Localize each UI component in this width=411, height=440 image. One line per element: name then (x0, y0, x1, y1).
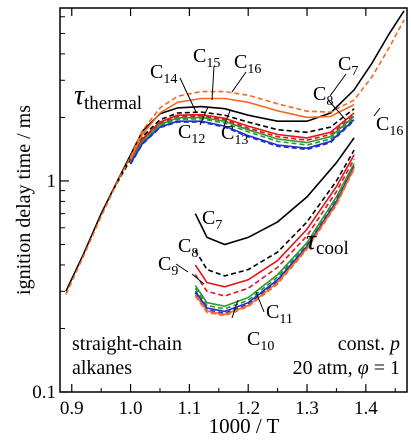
curve-label-c8: C8 (178, 235, 198, 261)
series-c12-cool (194, 164, 355, 310)
series-c10-cool (194, 158, 355, 297)
series-c10-thermal (129, 114, 355, 162)
series-c13-cool (194, 166, 355, 313)
x-tick-label: 0.9 (60, 398, 84, 419)
curve-label-c10: C10 (247, 328, 274, 354)
series-c7-cool (194, 137, 355, 246)
curve-label-c7: C7 (202, 207, 222, 233)
series-c14-cool (194, 167, 355, 315)
y-tick-label: 1 (47, 171, 57, 192)
curve-label-c11: C11 (266, 301, 293, 327)
curve-label-c9: C9 (158, 253, 178, 279)
plot-frame (59, 7, 408, 393)
curve-label-c7: C7 (338, 53, 358, 79)
series-c9-cool (194, 154, 355, 288)
series-c13-thermal (129, 119, 355, 164)
curve-label-c15: C15 (193, 45, 220, 71)
curve-label-c16: C16 (234, 51, 261, 77)
x-tick-label: 1.3 (295, 398, 319, 419)
curve-label-c8: C8 (313, 83, 333, 109)
x-axis-label: 1000 / T (209, 414, 280, 438)
y-tick-label: 0.1 (32, 382, 56, 403)
x-tick-label: 1.1 (178, 398, 202, 419)
x-axis-ticks: 0.9 1.0 1.1 1.2 1.3 1.4 (60, 8, 396, 419)
y-axis-label: ignition delay time / ms (13, 105, 35, 295)
tau-cool-label: τcool (306, 225, 349, 259)
x-tick-label: 1.0 (119, 398, 143, 419)
x-tick-label: 1.2 (236, 398, 260, 419)
series-c16-cool (194, 168, 355, 317)
series-c11-cool (194, 163, 355, 308)
note-const-p: const. p (338, 333, 400, 355)
note-conditions: 20 atm, φ = 1 (293, 357, 400, 379)
note-straight-chain: straight-chain (72, 333, 182, 355)
curve-label-c14: C14 (150, 61, 177, 87)
series-c15-cool (194, 167, 355, 316)
series-c14-thermal (129, 120, 355, 165)
note-alkanes: alkanes (72, 357, 132, 379)
label-leaders (175, 65, 381, 319)
tau-thermal-label: τthermal (74, 80, 142, 114)
x-tick-label: 1.4 (354, 398, 378, 419)
y-axis-ticks: 0.11 (32, 16, 69, 403)
series-c15-thermal (129, 97, 355, 160)
curve-label-c12: C12 (178, 121, 205, 147)
curve-label-c16: C16 (376, 113, 403, 139)
curve-label-c13: C13 (221, 122, 248, 148)
series-c8-cool (194, 149, 355, 277)
